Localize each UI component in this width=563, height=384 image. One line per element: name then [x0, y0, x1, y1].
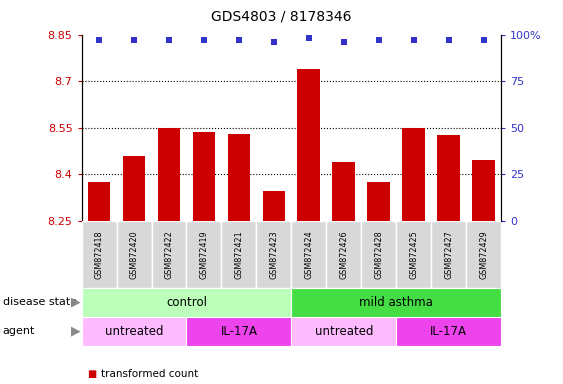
Bar	[396, 317, 501, 346]
Text: GSM872425: GSM872425	[409, 230, 418, 279]
Point	[199, 37, 208, 43]
Bar	[403, 127, 425, 221]
Bar	[186, 317, 292, 346]
Text: ▶: ▶	[71, 325, 81, 338]
Bar	[186, 221, 221, 288]
Bar	[221, 221, 256, 288]
Bar	[472, 160, 495, 221]
Text: GSM872429: GSM872429	[479, 230, 488, 279]
Text: untreated: untreated	[105, 325, 163, 338]
Text: GSM872423: GSM872423	[269, 230, 278, 279]
Bar	[396, 221, 431, 288]
Bar	[332, 162, 355, 221]
Bar	[262, 191, 285, 221]
Text: control: control	[166, 296, 207, 309]
Text: GDS4803 / 8178346: GDS4803 / 8178346	[211, 10, 352, 23]
Bar	[292, 317, 396, 346]
Bar	[256, 221, 292, 288]
Text: disease state: disease state	[3, 297, 77, 308]
Bar	[292, 221, 327, 288]
Point	[339, 39, 348, 45]
Text: GSM872422: GSM872422	[164, 230, 173, 279]
Bar	[297, 69, 320, 221]
Point	[374, 37, 383, 43]
Text: untreated: untreated	[315, 325, 373, 338]
Text: GSM872424: GSM872424	[305, 230, 314, 279]
Text: GSM872418: GSM872418	[95, 230, 104, 279]
Bar	[117, 221, 151, 288]
Point	[269, 39, 278, 45]
Point	[444, 37, 453, 43]
Point	[479, 37, 488, 43]
Bar	[123, 156, 145, 221]
Text: ▶: ▶	[71, 296, 81, 309]
Text: GSM872420: GSM872420	[129, 230, 138, 279]
Text: GSM872419: GSM872419	[199, 230, 208, 279]
Point	[95, 37, 104, 43]
Bar	[82, 288, 292, 317]
Bar	[437, 136, 460, 221]
Text: agent: agent	[3, 326, 35, 336]
Bar	[193, 132, 215, 221]
Text: IL-17A: IL-17A	[430, 325, 467, 338]
Bar	[82, 317, 186, 346]
Text: GSM872428: GSM872428	[374, 230, 383, 279]
Text: ■: ■	[87, 369, 96, 379]
Text: IL-17A: IL-17A	[221, 325, 257, 338]
Bar	[361, 221, 396, 288]
Bar	[327, 221, 361, 288]
Text: GSM872426: GSM872426	[339, 230, 348, 279]
Text: transformed count: transformed count	[101, 369, 199, 379]
Bar	[466, 221, 501, 288]
Point	[305, 35, 314, 41]
Bar	[158, 127, 180, 221]
Text: mild asthma: mild asthma	[359, 296, 433, 309]
Bar	[431, 221, 466, 288]
Bar	[292, 288, 501, 317]
Point	[129, 37, 138, 43]
Bar	[82, 221, 117, 288]
Bar	[151, 221, 186, 288]
Bar	[227, 134, 251, 221]
Point	[234, 37, 243, 43]
Bar	[368, 182, 390, 221]
Text: GSM872421: GSM872421	[234, 230, 243, 279]
Point	[164, 37, 173, 43]
Point	[409, 37, 418, 43]
Text: GSM872427: GSM872427	[444, 230, 453, 279]
Bar	[88, 182, 110, 221]
